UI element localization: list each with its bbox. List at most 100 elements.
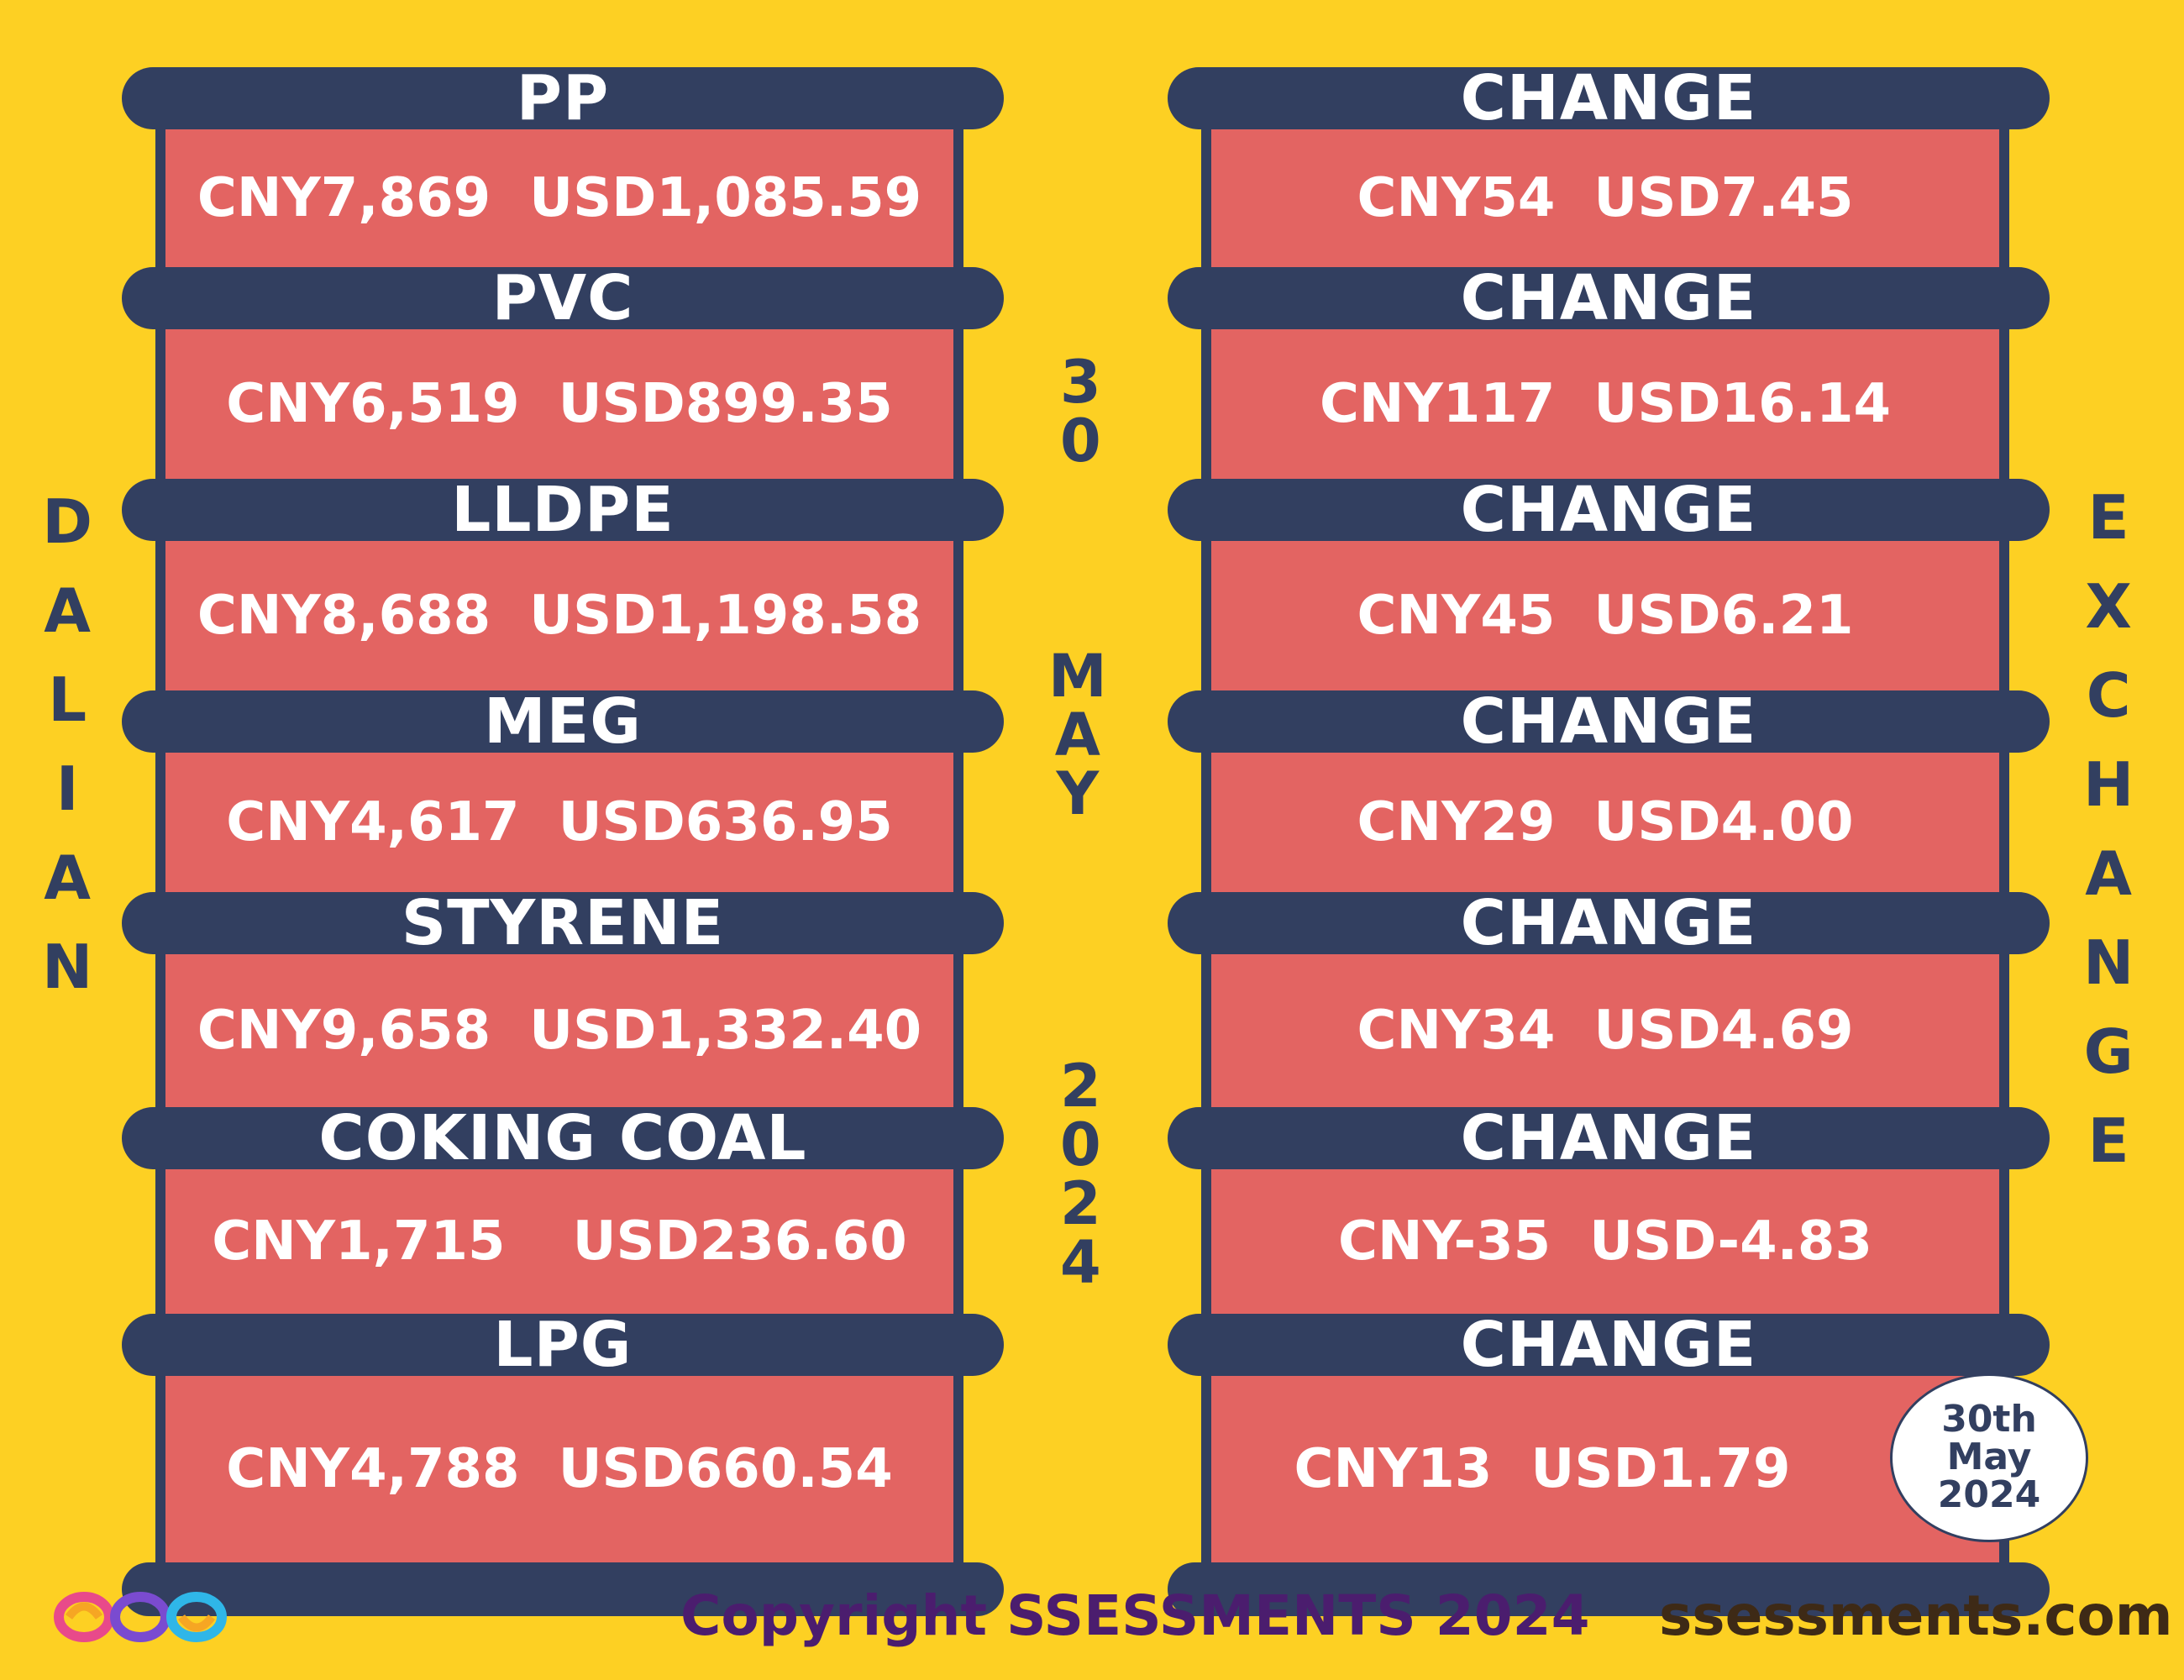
left-cny-0: CNY7,869	[197, 167, 491, 229]
left-cap-bottom	[122, 1562, 1004, 1616]
left-label-3: MEG	[484, 685, 642, 758]
right-box-1: CNY117 USD16.14	[1201, 329, 2009, 479]
right-cny-6: CNY13	[1294, 1438, 1493, 1500]
date-badge: 30th May 2024	[1890, 1373, 2088, 1542]
left-cap-0: PP	[122, 67, 1004, 129]
right-label-2: CHANGE	[1460, 474, 1757, 546]
right-cny-4: CNY34	[1357, 1000, 1556, 1062]
left-box-2: CNY8,688 USD1,198.58	[155, 541, 963, 690]
right-label-6: CHANGE	[1460, 1309, 1757, 1381]
center-day-letter: 3	[1060, 348, 1101, 417]
center-year-letter: 2	[1060, 1169, 1101, 1238]
right-box-4: CNY34 USD4.69	[1201, 954, 2009, 1107]
left-cap-2: LLDPE	[122, 479, 1004, 541]
right-box-3: CNY29 USD4.00	[1201, 753, 2009, 892]
right-usd-2: USD6.21	[1593, 585, 1854, 647]
left-cap-6: LPG	[122, 1314, 1004, 1376]
left-usd-5: USD236.60	[572, 1210, 907, 1273]
badge-line-2: May	[1946, 1436, 2032, 1479]
left-cny-4: CNY9,658	[197, 1000, 491, 1062]
side-text-left-letter: A	[44, 843, 91, 913]
side-text-left-letter: N	[42, 932, 93, 1002]
left-label-2: LLDPE	[451, 474, 675, 546]
right-usd-3: USD4.00	[1593, 791, 1854, 853]
left-cap-5: COKING COAL	[122, 1107, 1004, 1169]
side-text-right-letter: N	[2083, 927, 2134, 998]
left-label-6: LPG	[493, 1309, 633, 1381]
copyright-text: Copyright SSESSMENTS 2024	[680, 1583, 1590, 1648]
right-usd-6: USD1.79	[1530, 1438, 1791, 1500]
left-cap-3: MEG	[122, 690, 1004, 753]
side-text-right-letter: G	[2083, 1016, 2134, 1087]
left-box-0: CNY7,869 USD1,085.59	[155, 129, 963, 267]
left-cny-5: CNY1,715	[212, 1210, 506, 1273]
left-cny-1: CNY6,519	[226, 373, 520, 435]
right-cny-1: CNY117	[1319, 373, 1556, 435]
left-label-5: COKING COAL	[318, 1102, 807, 1174]
website-link[interactable]: ssessments.com	[1659, 1583, 2173, 1648]
center-year-letter: 2	[1060, 1052, 1101, 1121]
right-cap-0: CHANGE	[1168, 67, 2050, 129]
badge-line-1: 30th	[1941, 1398, 2037, 1441]
right-cny-2: CNY45	[1357, 585, 1556, 647]
right-usd-1: USD16.14	[1593, 373, 1892, 435]
right-usd-0: USD7.45	[1593, 167, 1854, 229]
left-cap-1: PVC	[122, 267, 1004, 329]
left-cny-2: CNY8,688	[197, 585, 491, 647]
right-label-4: CHANGE	[1460, 887, 1757, 959]
left-box-3: CNY4,617 USD636.95	[155, 753, 963, 892]
left-usd-4: USD1,332.40	[529, 1000, 922, 1062]
side-text-right-letter: E	[2087, 482, 2129, 553]
right-cny-3: CNY29	[1357, 791, 1556, 853]
right-cap-5: CHANGE	[1168, 1107, 2050, 1169]
side-text-right-letter: X	[2085, 571, 2132, 642]
right-box-6: CNY13 USD1.79	[1201, 1376, 2009, 1562]
center-day-letter: 0	[1060, 407, 1101, 475]
side-text-left-letter: I	[55, 753, 79, 824]
left-usd-1: USD899.35	[558, 373, 893, 435]
right-usd-5: USD-4.83	[1589, 1210, 1872, 1273]
right-box-2: CNY45 USD6.21	[1201, 541, 2009, 690]
side-text-right-letter: C	[2086, 660, 2131, 731]
left-usd-0: USD1,085.59	[529, 167, 922, 229]
center-month-letter: Y	[1056, 759, 1100, 828]
right-cap-3: CHANGE	[1168, 690, 2050, 753]
center-month-letter: M	[1048, 642, 1107, 711]
right-label-3: CHANGE	[1460, 685, 1757, 758]
left-cny-3: CNY4,617	[226, 791, 520, 853]
right-label-5: CHANGE	[1460, 1102, 1757, 1174]
infinity-rings-logo-icon	[54, 1592, 227, 1642]
side-text-right-letter: H	[2083, 749, 2134, 820]
center-month-letter: A	[1054, 701, 1100, 769]
left-label-4: STYRENE	[401, 887, 725, 959]
left-box-5: CNY1,715 USD236.60	[155, 1169, 963, 1314]
right-cap-2: CHANGE	[1168, 479, 2050, 541]
left-label-0: PP	[516, 62, 610, 134]
left-usd-2: USD1,198.58	[529, 585, 922, 647]
right-cap-bottom	[1168, 1562, 2050, 1616]
left-box-4: CNY9,658 USD1,332.40	[155, 954, 963, 1107]
left-label-1: PVC	[491, 262, 634, 334]
right-cap-6: CHANGE	[1168, 1314, 2050, 1376]
center-year-letter: 4	[1060, 1228, 1101, 1297]
side-text-right-letter: E	[2087, 1105, 2129, 1176]
side-text-left-letter: D	[42, 486, 93, 557]
right-cap-4: CHANGE	[1168, 892, 2050, 954]
right-label-1: CHANGE	[1460, 262, 1757, 334]
right-cap-1: CHANGE	[1168, 267, 2050, 329]
left-cny-6: CNY4,788	[226, 1438, 520, 1500]
right-box-5: CNY-35 USD-4.83	[1201, 1169, 2009, 1314]
side-text-left-letter: L	[48, 664, 87, 735]
left-box-1: CNY6,519 USD899.35	[155, 329, 963, 479]
side-text-left-letter: A	[44, 575, 91, 646]
right-label-0: CHANGE	[1460, 62, 1757, 134]
center-year-letter: 0	[1060, 1110, 1101, 1179]
badge-line-3: 2024	[1937, 1473, 2041, 1516]
left-usd-6: USD660.54	[558, 1438, 893, 1500]
left-box-6: CNY4,788 USD660.54	[155, 1376, 963, 1562]
left-usd-3: USD636.95	[558, 791, 893, 853]
